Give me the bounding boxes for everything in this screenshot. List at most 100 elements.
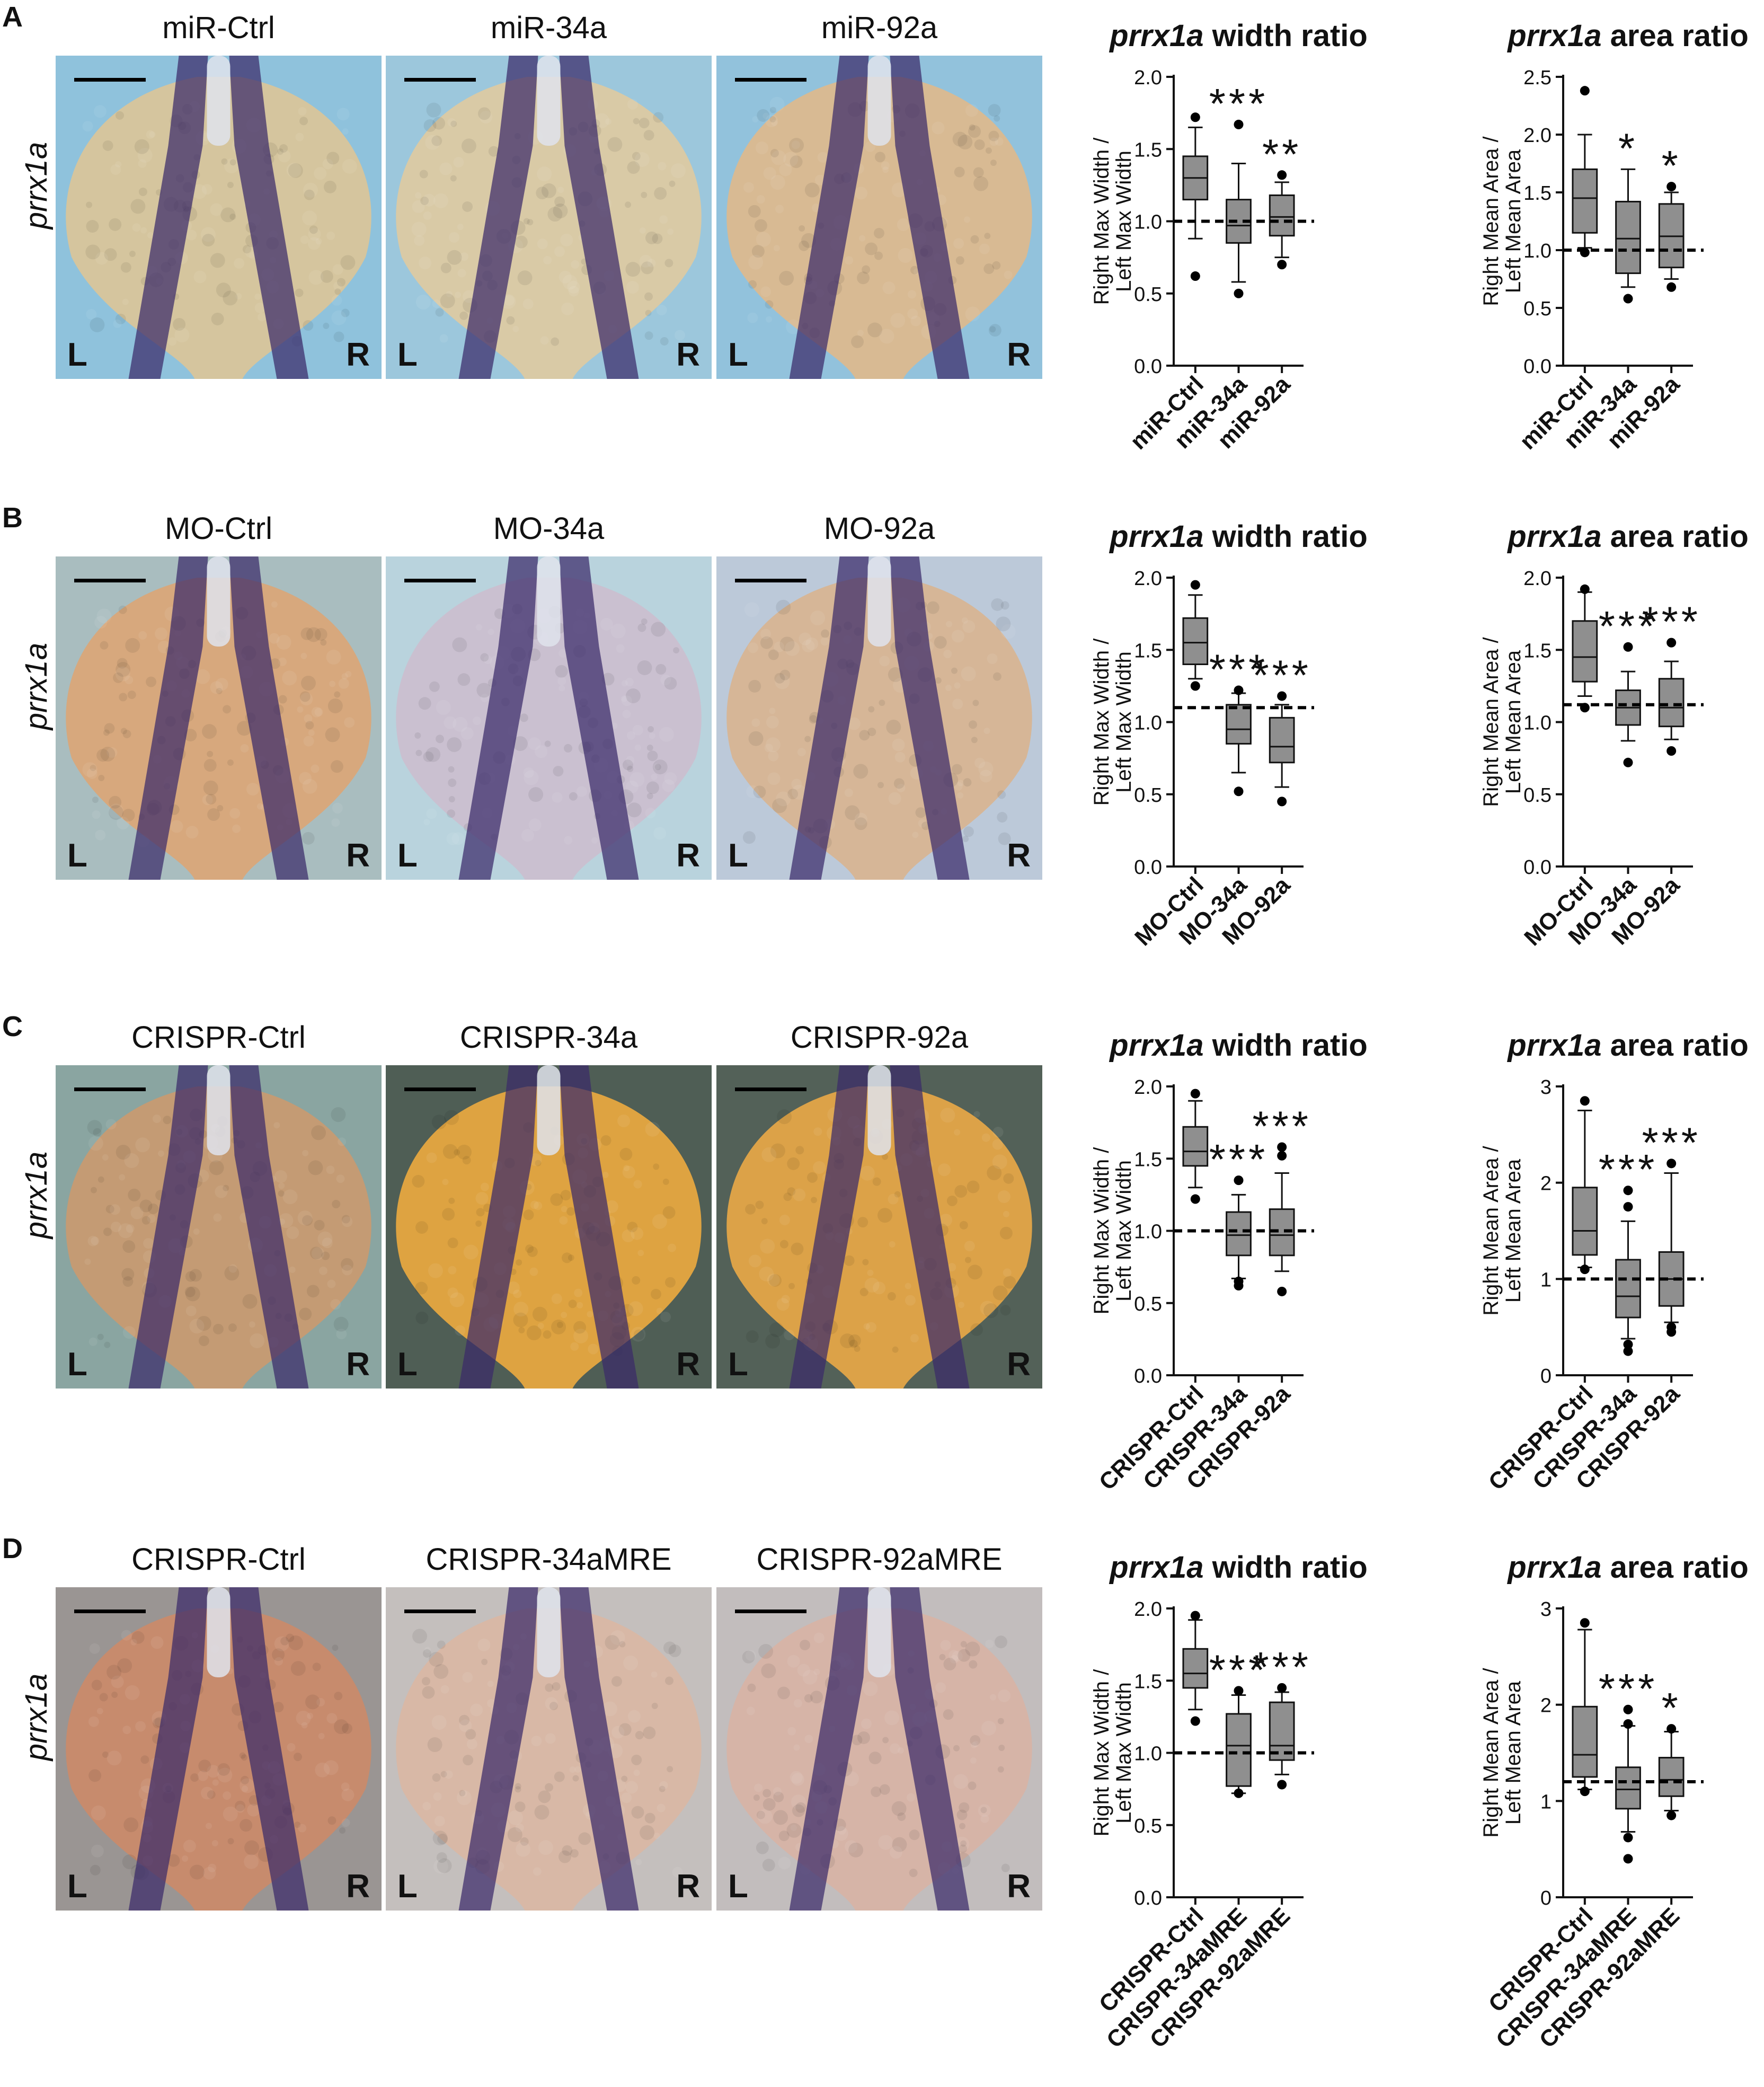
chart-title-rest: width ratio — [1204, 19, 1368, 53]
texture-speck — [300, 235, 309, 244]
texture-speck — [143, 1238, 154, 1249]
texture-speck — [804, 182, 820, 198]
outlier-point — [1580, 86, 1590, 96]
left-side-label: L — [728, 337, 748, 373]
scale-bar — [735, 1610, 806, 1613]
texture-speck — [317, 1231, 333, 1246]
texture-speck — [415, 1281, 428, 1295]
texture-speck — [848, 1842, 864, 1858]
texture-speck — [864, 1277, 880, 1293]
texture-speck — [120, 262, 131, 273]
embryo-condition-label: CRISPR-92a — [791, 1020, 969, 1055]
texture-speck — [331, 295, 342, 306]
left-stain-stripe — [128, 556, 208, 880]
texture-speck — [415, 1221, 429, 1234]
left-side-label: L — [397, 1346, 418, 1383]
texture-speck — [341, 673, 348, 680]
texture-speck — [617, 1115, 631, 1128]
texture-speck — [845, 1840, 858, 1853]
texture-speck — [769, 96, 785, 112]
texture-speck — [130, 1206, 144, 1219]
texture-speck — [882, 1153, 889, 1160]
texture-speck — [513, 1312, 528, 1328]
texture-speck — [90, 765, 96, 772]
left-stain-stripe — [789, 56, 869, 379]
y-tick-label: 0.0 — [1134, 856, 1162, 879]
texture-speck — [211, 1840, 218, 1847]
significance-stars: *** — [1252, 1643, 1311, 1691]
texture-speck — [633, 1180, 642, 1189]
texture-speck — [86, 768, 97, 779]
texture-speck — [306, 1285, 320, 1298]
outlier-point — [1580, 584, 1590, 594]
texture-speck — [189, 1269, 202, 1282]
texture-speck — [183, 1840, 196, 1853]
texture-speck — [518, 1327, 525, 1333]
texture-speck — [763, 1789, 772, 1798]
texture-speck — [270, 658, 281, 669]
texture-speck — [448, 1197, 455, 1204]
texture-speck — [537, 166, 552, 182]
texture-speck — [329, 680, 336, 687]
texture-speck — [1000, 601, 1009, 610]
texture-speck — [302, 832, 315, 845]
texture-speck — [766, 715, 779, 729]
texture-speck — [254, 293, 261, 300]
texture-speck — [554, 196, 565, 207]
y-axis-label-line: Left Max Width — [1112, 1160, 1136, 1302]
outlier-point — [1623, 757, 1633, 767]
texture-speck — [113, 319, 122, 328]
texture-speck — [660, 1311, 671, 1322]
texture-speck — [326, 649, 341, 665]
texture-speck — [426, 102, 441, 118]
texture-speck — [311, 1125, 326, 1140]
texture-speck — [232, 824, 241, 833]
texture-speck — [93, 105, 107, 118]
y-axis-label: Right Mean Area /Left Mean Area — [1479, 1146, 1525, 1316]
texture-speck — [660, 337, 669, 346]
texture-speck — [557, 187, 564, 193]
texture-speck — [453, 717, 468, 732]
texture-speck — [118, 1223, 134, 1239]
texture-speck — [300, 652, 307, 659]
texture-speck — [212, 1323, 224, 1334]
texture-speck — [513, 1289, 522, 1298]
left-stain-stripe — [458, 1587, 538, 1911]
left-stain-stripe — [789, 556, 869, 880]
texture-speck — [1001, 1863, 1010, 1872]
y-tick-label: 1.0 — [1134, 1743, 1162, 1765]
texture-speck — [543, 1330, 552, 1339]
texture-speck — [432, 1773, 441, 1782]
texture-speck — [791, 1773, 804, 1786]
texture-speck — [958, 1649, 971, 1662]
notochord — [207, 1587, 231, 1677]
texture-speck — [321, 1251, 330, 1260]
texture-speck — [543, 255, 552, 264]
texture-speck — [890, 313, 906, 328]
texture-speck — [945, 684, 952, 691]
texture-speck — [235, 1800, 246, 1811]
texture-speck — [206, 794, 217, 805]
significance-stars: * — [1618, 125, 1638, 172]
outlier-point — [1667, 182, 1677, 192]
texture-speck — [673, 647, 680, 654]
texture-speck — [240, 1778, 255, 1793]
texture-speck — [672, 1867, 683, 1878]
texture-speck — [915, 807, 926, 818]
texture-speck — [664, 772, 677, 785]
outlier-point — [1234, 786, 1244, 797]
texture-speck — [653, 1163, 660, 1170]
texture-speck — [627, 765, 634, 772]
texture-speck — [845, 256, 854, 265]
texture-speck — [96, 749, 110, 762]
texture-speck — [331, 1107, 346, 1122]
texture-speck — [773, 1791, 784, 1802]
texture-speck — [853, 764, 868, 779]
texture-speck — [503, 295, 515, 306]
texture-speck — [311, 706, 322, 718]
texture-speck — [244, 1840, 260, 1855]
texture-speck — [242, 1785, 249, 1792]
outlier-point — [1234, 1788, 1244, 1798]
texture-speck — [744, 602, 760, 617]
